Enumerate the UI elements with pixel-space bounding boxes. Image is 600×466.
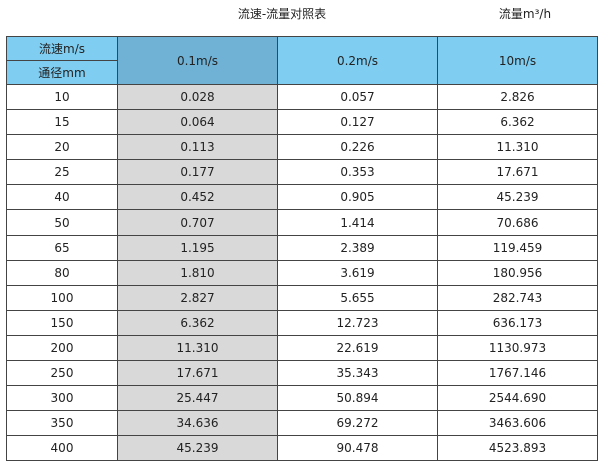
flow-cell: 282.743 xyxy=(437,284,598,311)
flow-cell: 5.655 xyxy=(277,284,438,311)
table-row: 15 0.064 0.127 6.362 xyxy=(6,109,598,136)
diameter-cell: 200 xyxy=(6,334,118,362)
flow-cell: 11.310 xyxy=(437,134,598,161)
column-header-0-2: 0.2m/s xyxy=(277,36,438,85)
flow-cell: 0.127 xyxy=(277,109,438,136)
diameter-cell: 350 xyxy=(6,410,118,437)
flow-cell: 11.310 xyxy=(117,334,278,362)
flow-cell: 2.827 xyxy=(117,284,278,311)
flow-cell: 69.272 xyxy=(277,410,438,437)
flow-cell: 0.113 xyxy=(117,134,278,161)
flow-cell: 35.343 xyxy=(277,360,438,387)
flow-cell: 0.064 xyxy=(117,109,278,136)
column-header-10: 10m/s xyxy=(437,36,598,85)
table-row: 80 1.810 3.619 180.956 xyxy=(6,259,598,286)
flow-cell: 3463.606 xyxy=(437,410,598,437)
diameter-cell: 250 xyxy=(6,360,118,387)
diameter-cell: 100 xyxy=(6,284,118,311)
flow-cell: 45.239 xyxy=(117,435,278,462)
flow-cell: 0.057 xyxy=(277,83,438,111)
diameter-cell: 65 xyxy=(6,234,118,261)
flow-cell: 0.452 xyxy=(117,184,278,211)
diameter-cell: 300 xyxy=(6,385,118,412)
header-row-2: 通径mm xyxy=(6,60,598,85)
flow-cell: 2.826 xyxy=(437,83,598,111)
header-row: 流速m/s 0.1m/s 0.2m/s 10m/s xyxy=(6,36,598,85)
table-row: 25 0.177 0.353 17.671 xyxy=(6,159,598,186)
flow-cell: 0.226 xyxy=(277,134,438,161)
flow-cell: 3.619 xyxy=(277,259,438,286)
diameter-cell: 15 xyxy=(6,109,118,136)
flow-cell: 1.414 xyxy=(277,209,438,236)
flow-cell: 12.723 xyxy=(277,309,438,336)
flow-cell: 119.459 xyxy=(437,234,598,261)
table-title: 流速-流量对照表 xyxy=(237,7,327,21)
table-row: 65 1.195 2.389 119.459 xyxy=(6,234,598,261)
table-row: 250 17.671 35.343 1767.146 xyxy=(6,360,598,387)
flow-cell: 0.905 xyxy=(277,184,438,211)
flow-cell: 50.894 xyxy=(277,385,438,412)
table-row: 400 45.239 90.478 4523.893 xyxy=(6,435,598,462)
flow-cell: 90.478 xyxy=(277,435,438,462)
flow-cell: 34.636 xyxy=(117,410,278,437)
table-row: 10 0.028 0.057 2.826 xyxy=(6,83,598,111)
table-row: 200 11.310 22.619 1130.973 xyxy=(6,334,598,362)
flow-cell: 25.447 xyxy=(117,385,278,412)
table-row: 20 0.113 0.226 11.310 xyxy=(6,134,598,161)
flow-cell: 0.353 xyxy=(277,159,438,186)
flow-cell: 1130.973 xyxy=(437,334,598,362)
flow-cell: 17.671 xyxy=(117,360,278,387)
table-row: 50 0.707 1.414 70.686 xyxy=(6,209,598,236)
flow-cell: 17.671 xyxy=(437,159,598,186)
diameter-cell: 150 xyxy=(6,309,118,336)
flow-cell: 1.810 xyxy=(117,259,278,286)
flow-cell: 22.619 xyxy=(277,334,438,362)
flow-velocity-table: 流速m/s 0.1m/s 0.2m/s 10m/s 通径mm 10 0.028 0.… xyxy=(6,36,598,462)
flow-cell: 0.028 xyxy=(117,83,278,111)
flow-cell: 6.362 xyxy=(117,309,278,336)
flow-cell: 636.173 xyxy=(437,309,598,336)
velocity-header: 流速m/s xyxy=(6,36,118,61)
diameter-cell: 40 xyxy=(6,184,118,211)
flow-cell: 180.956 xyxy=(437,259,598,286)
table-row: 300 25.447 50.894 2544.690 xyxy=(6,385,598,412)
flow-cell: 4523.893 xyxy=(437,435,598,462)
table-row: 350 34.636 69.272 3463.606 xyxy=(6,410,598,437)
flow-cell: 2.389 xyxy=(277,234,438,261)
flow-unit-label: 流量m³/h xyxy=(498,7,552,21)
flow-cell: 1767.146 xyxy=(437,360,598,387)
flow-cell: 0.177 xyxy=(117,159,278,186)
flow-cell: 6.362 xyxy=(437,109,598,136)
diameter-cell: 50 xyxy=(6,209,118,236)
diameter-cell: 400 xyxy=(6,435,118,462)
diameter-header: 通径mm xyxy=(6,60,118,85)
flow-cell: 0.707 xyxy=(117,209,278,236)
diameter-cell: 10 xyxy=(6,83,118,111)
column-header-0-1: 0.1m/s xyxy=(117,36,278,85)
flow-cell: 70.686 xyxy=(437,209,598,236)
flow-cell: 1.195 xyxy=(117,234,278,261)
diameter-cell: 80 xyxy=(6,259,118,286)
flow-cell: 45.239 xyxy=(437,184,598,211)
diameter-cell: 20 xyxy=(6,134,118,161)
flow-cell: 2544.690 xyxy=(437,385,598,412)
diameter-cell: 25 xyxy=(6,159,118,186)
table-row: 150 6.362 12.723 636.173 xyxy=(6,309,598,336)
table-row: 40 0.452 0.905 45.239 xyxy=(6,184,598,211)
table-row: 100 2.827 5.655 282.743 xyxy=(6,284,598,311)
